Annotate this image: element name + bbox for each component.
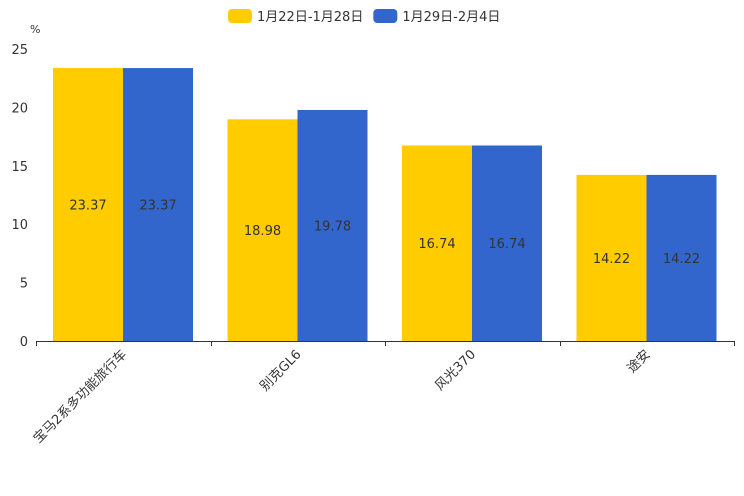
x-tick-label: 宝马2系多功能旅行车 xyxy=(30,347,130,447)
y-tick-label: 25 xyxy=(11,43,28,58)
x-tick-label: 别克GL6 xyxy=(257,347,304,394)
y-tick-label: 5 xyxy=(20,277,28,292)
bar-1 xyxy=(576,174,647,341)
x-tick-label: 途安 xyxy=(624,347,654,377)
data-label: 16.74 xyxy=(488,237,525,252)
bar-2 xyxy=(123,68,193,342)
x-tick-label: 风光370 xyxy=(433,347,480,394)
y-axis-unit: % xyxy=(30,23,40,36)
data-label: 23.37 xyxy=(69,199,106,214)
legend-swatch-2 xyxy=(373,9,398,23)
bar-1 xyxy=(227,119,298,341)
bar-2 xyxy=(472,145,542,341)
data-label: 18.98 xyxy=(244,224,281,239)
data-label: 14.22 xyxy=(663,252,700,267)
y-tick-label: 0 xyxy=(20,335,28,350)
legend-label-2: 1月29日-2月4日 xyxy=(402,10,500,25)
bar-2 xyxy=(646,174,717,341)
y-tick-label: 20 xyxy=(11,101,28,116)
legend-swatch-1 xyxy=(228,9,252,23)
data-label: 16.74 xyxy=(418,237,455,252)
y-tick-label: 15 xyxy=(11,160,28,175)
y-tick-label: 10 xyxy=(11,218,28,233)
bar-2 xyxy=(297,109,368,341)
data-label: 19.78 xyxy=(314,219,351,234)
bar-1 xyxy=(402,145,472,341)
bar-1 xyxy=(53,68,123,342)
legend-label-1: 1月22日-1月28日 xyxy=(257,10,363,25)
data-label: 23.37 xyxy=(139,199,176,214)
data-label: 14.22 xyxy=(593,252,630,267)
